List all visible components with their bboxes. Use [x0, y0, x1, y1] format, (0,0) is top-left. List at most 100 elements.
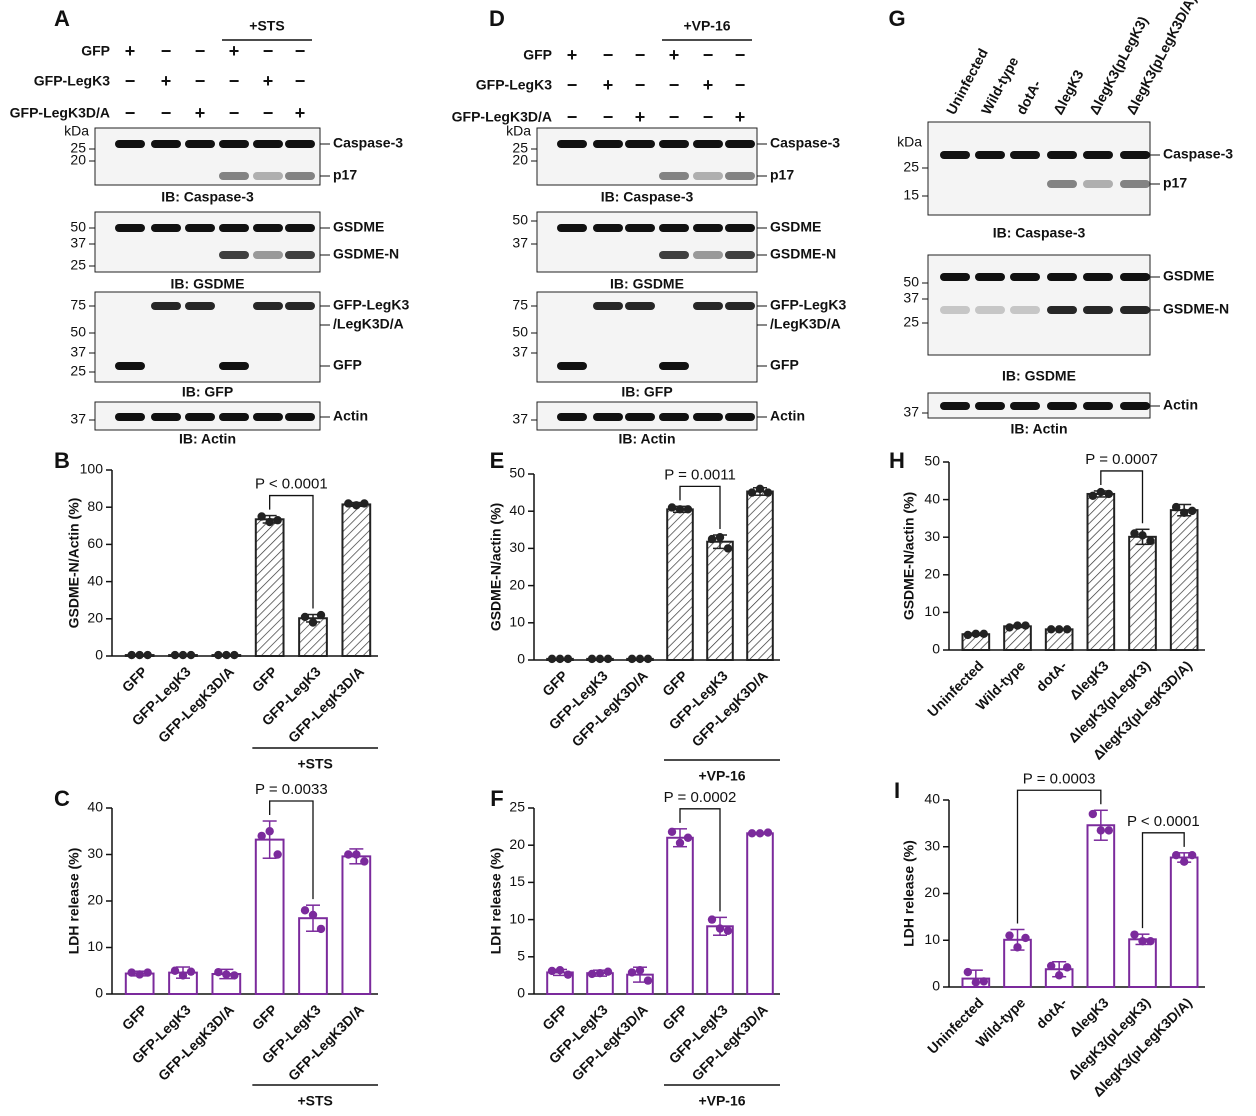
- blot-band: [557, 413, 587, 421]
- band-label: Actin: [1163, 397, 1198, 413]
- group-label: +STS: [297, 756, 332, 772]
- condition-sign: −: [125, 71, 136, 91]
- marker-label: 37: [70, 235, 86, 251]
- blot-band: [625, 413, 655, 421]
- data-point: [257, 831, 266, 841]
- data-point: [563, 654, 573, 664]
- marker-label: 20: [70, 152, 86, 168]
- data-point: [143, 968, 152, 977]
- data-point: [214, 967, 223, 977]
- data-point: [135, 970, 144, 979]
- bar: [706, 925, 734, 996]
- blot-band: [940, 273, 970, 281]
- x-tick-label: GFP: [539, 1001, 571, 1033]
- x-tick-label: dotA-: [1033, 657, 1070, 694]
- blot-band: [219, 224, 249, 232]
- band-label: Caspase-3: [333, 135, 403, 151]
- blot-band: [151, 224, 181, 232]
- x-tick-label: GFP: [659, 1001, 691, 1033]
- y-tick-label: 0: [932, 978, 940, 994]
- blot-band: [1047, 273, 1077, 281]
- y-tick-label: 10: [924, 603, 940, 619]
- data-point: [222, 650, 231, 660]
- blot-band: [1120, 151, 1150, 159]
- marker-label: 37: [512, 235, 528, 251]
- condition-sign: −: [603, 107, 614, 127]
- data-point: [360, 499, 369, 508]
- blot-band: [975, 273, 1005, 281]
- data-point: [635, 965, 645, 975]
- blot-band: [285, 251, 315, 259]
- condition-sign: +: [161, 71, 172, 91]
- data-point: [587, 969, 597, 979]
- blot-band: [1120, 180, 1150, 188]
- data-point: [1088, 809, 1098, 819]
- condition-sign: +: [635, 107, 646, 127]
- blot-band: [659, 413, 689, 421]
- p-value: P = 0.0003: [1023, 770, 1096, 787]
- data-point: [763, 488, 773, 497]
- y-tick-label: 50: [509, 465, 525, 481]
- data-point: [265, 517, 274, 527]
- condition-sign: −: [735, 45, 746, 65]
- blot-band: [1010, 306, 1040, 314]
- band-label: GSDME: [770, 219, 821, 235]
- condition-sign: −: [703, 107, 714, 127]
- ib-label: IB: GSDME: [171, 276, 245, 292]
- data-point: [1088, 491, 1098, 501]
- blot-band: [115, 362, 145, 370]
- data-point: [963, 630, 973, 640]
- band-label: /LegK3D/A: [770, 316, 841, 332]
- data-point: [1013, 943, 1022, 952]
- data-point: [763, 828, 773, 837]
- marker-label: 37: [70, 344, 86, 360]
- data-point: [1005, 931, 1014, 940]
- data-point: [707, 915, 717, 924]
- p-value: P < 0.0001: [1127, 813, 1200, 830]
- band-label: GFP: [770, 357, 799, 373]
- data-point: [555, 654, 565, 664]
- y-tick-label: 30: [87, 845, 103, 861]
- condition-sign: −: [669, 75, 680, 95]
- marker-label: 20: [512, 152, 528, 168]
- data-point: [643, 976, 653, 985]
- data-point: [603, 967, 613, 976]
- data-point: [222, 970, 231, 979]
- band-label: p17: [770, 167, 794, 183]
- data-point: [1138, 531, 1147, 540]
- data-point: [1130, 930, 1139, 939]
- data-point: [723, 926, 733, 935]
- marker-label: 50: [512, 212, 528, 228]
- data-point: [352, 850, 361, 859]
- marker-label: 50: [70, 324, 86, 340]
- data-point: [683, 505, 693, 514]
- blot-band: [285, 224, 315, 232]
- band-label: GFP-LegK3: [333, 297, 409, 313]
- blot-band: [975, 151, 1005, 159]
- bar: [1169, 856, 1199, 988]
- data-point: [675, 505, 685, 514]
- condition-label: GFP-LegK3: [476, 77, 552, 93]
- blot-band: [725, 172, 755, 180]
- data-point: [135, 650, 144, 660]
- marker-label: 25: [70, 363, 86, 379]
- data-point: [755, 484, 765, 494]
- ib-label: IB: Caspase-3: [161, 189, 254, 205]
- ib-label: IB: GSDME: [610, 276, 684, 292]
- data-point: [214, 650, 223, 660]
- data-point: [715, 533, 725, 542]
- ib-label: IB: Actin: [179, 431, 236, 447]
- blot-band: [115, 140, 145, 148]
- blot-band: [725, 302, 755, 310]
- group-label: +VP-16: [698, 768, 745, 784]
- blot-band: [593, 413, 623, 421]
- blot-band: [940, 151, 970, 159]
- y-tick-label: 30: [924, 528, 940, 544]
- data-point: [143, 650, 152, 660]
- data-point: [755, 829, 765, 838]
- ib-label: IB: GSDME: [1002, 368, 1076, 384]
- band-label: GSDME-N: [1163, 301, 1229, 317]
- p-value: P = 0.0011: [664, 466, 736, 483]
- bar: [746, 832, 774, 996]
